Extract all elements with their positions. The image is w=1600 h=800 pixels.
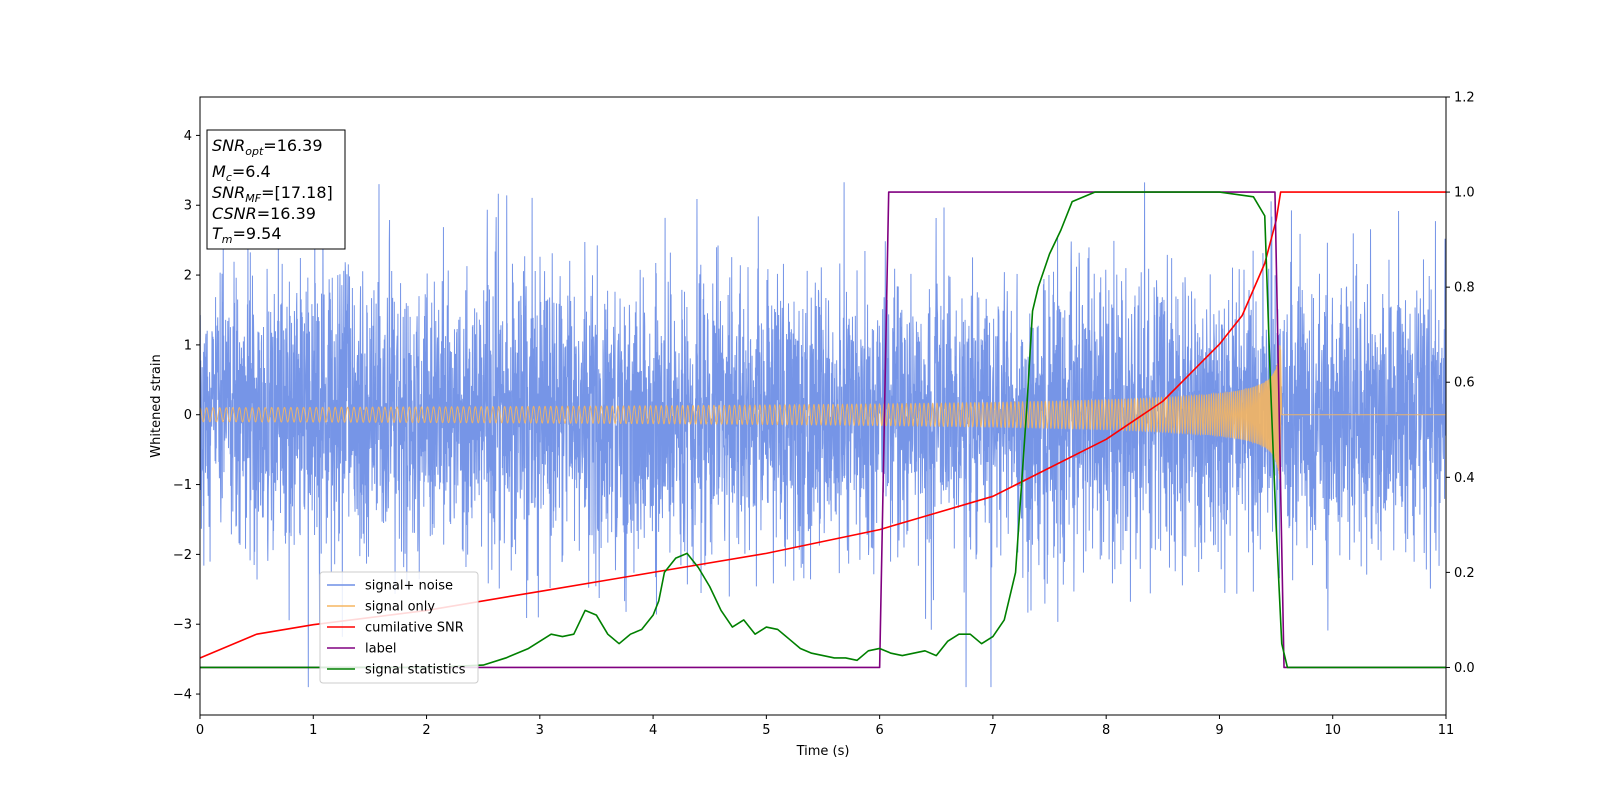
y-left-tick-label: 3 — [184, 199, 192, 214]
y-left-tick-label: 0 — [184, 408, 192, 423]
y-right-tick-label: 0.2 — [1454, 566, 1475, 581]
legend: signal+ noise signal only cumilative SNR… — [319, 571, 479, 684]
y-left-tick-label: −1 — [173, 478, 192, 493]
series-signal-statistics — [200, 191, 1446, 669]
y-right-tick-label: 1.0 — [1454, 186, 1475, 201]
x-axis: 0 1 2 3 4 5 6 7 8 9 10 11 — [196, 715, 1454, 738]
info-tm-value: 9.54 — [246, 224, 282, 243]
legend-label-signal-statistics: signal statistics — [365, 663, 466, 678]
y-right-tick-label: 0.8 — [1454, 281, 1475, 296]
x-tick-label: 7 — [989, 723, 997, 738]
x-axis-label: Time (s) — [796, 744, 850, 759]
x-tick-label: 0 — [196, 723, 204, 738]
y-left-tick-label: 1 — [184, 338, 192, 353]
x-tick-label: 10 — [1324, 723, 1341, 738]
x-tick-label: 6 — [875, 723, 883, 738]
info-snr-mf: SNRMF=[17.18] — [212, 183, 333, 205]
x-tick-label: 8 — [1102, 723, 1110, 738]
axes-frame — [199, 96, 1447, 716]
y-right-tick-label: 1.2 — [1454, 91, 1475, 106]
legend-frame — [319, 571, 479, 684]
info-snr-opt-value: 16.39 — [277, 136, 323, 155]
legend-label-label: label — [365, 642, 396, 657]
info-mc: Mc=6.4 — [212, 162, 271, 184]
legend-label-signal-noise: signal+ noise — [365, 579, 453, 594]
x-tick-label: 3 — [536, 723, 544, 738]
series-signal-only — [200, 345, 1446, 482]
series-signal-noise — [200, 182, 1446, 688]
x-tick-label: 1 — [309, 723, 317, 738]
info-mc-value: 6.4 — [245, 162, 270, 181]
x-tick-label: 5 — [762, 723, 770, 738]
y-right-tick-label: 0.4 — [1454, 471, 1475, 486]
info-box-frame — [206, 129, 346, 250]
y-axis-label: Whitened strain — [149, 354, 164, 457]
y-left-tick-label: −2 — [173, 548, 192, 563]
x-tick-label: 9 — [1215, 723, 1223, 738]
x-tick-label: 11 — [1438, 723, 1455, 738]
y-axis-right: 1.2 1.0 0.8 0.6 0.4 0.2 0.0 — [1446, 91, 1475, 676]
y-left-tick-label: 4 — [184, 129, 192, 144]
y-right-tick-label: 0.6 — [1454, 376, 1475, 391]
y-left-tick-label: 2 — [184, 269, 192, 284]
x-tick-label: 4 — [649, 723, 657, 738]
y-axis-left: 4 3 2 1 0 −1 −2 −3 −4 — [173, 129, 200, 703]
legend-label-cumulative-snr: cumilative SNR — [365, 621, 464, 636]
y-left-tick-label: −3 — [173, 618, 192, 633]
legend-label-signal-only: signal only — [365, 600, 435, 615]
y-left-tick-label: −4 — [173, 688, 192, 703]
info-csnr-value: 16.39 — [270, 204, 316, 223]
x-tick-label: 2 — [422, 723, 430, 738]
info-box: SNRopt=16.39 Mc=6.4 SNRMF=[17.18] CSNR=1… — [206, 129, 346, 250]
info-csnr: CSNR=16.39 — [212, 204, 316, 223]
info-snr-mf-value: [17.18] — [274, 183, 332, 202]
info-snr-opt: SNRopt=16.39 — [212, 136, 323, 158]
info-tm: Tm=9.54 — [212, 224, 282, 246]
y-right-tick-label: 0.0 — [1454, 661, 1475, 676]
